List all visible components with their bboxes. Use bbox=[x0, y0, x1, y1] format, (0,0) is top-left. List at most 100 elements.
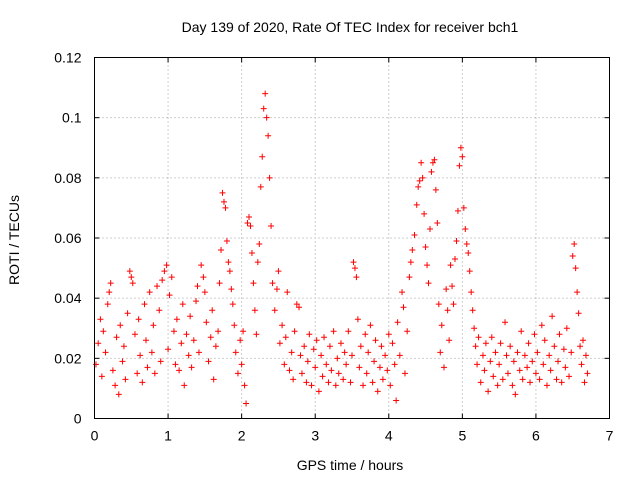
data-point bbox=[223, 238, 230, 245]
data-point bbox=[318, 352, 325, 359]
data-point bbox=[205, 358, 212, 365]
data-point bbox=[229, 301, 236, 308]
data-point bbox=[374, 388, 381, 395]
data-point bbox=[240, 328, 247, 335]
data-point bbox=[120, 343, 127, 350]
data-point bbox=[472, 343, 479, 350]
data-point bbox=[306, 331, 313, 338]
data-point bbox=[104, 301, 111, 308]
data-point bbox=[250, 280, 257, 287]
data-point bbox=[471, 325, 478, 332]
data-point bbox=[584, 370, 591, 377]
data-point bbox=[212, 343, 219, 350]
data-point bbox=[553, 376, 560, 383]
data-point bbox=[477, 379, 484, 386]
data-point bbox=[404, 328, 411, 335]
data-point bbox=[421, 210, 428, 217]
data-point bbox=[315, 388, 322, 395]
data-point bbox=[226, 268, 233, 275]
data-point bbox=[367, 322, 374, 329]
data-point bbox=[135, 316, 142, 323]
grid-lines bbox=[94, 57, 610, 419]
data-point bbox=[482, 340, 489, 347]
data-point bbox=[265, 132, 272, 139]
chart-title: Day 139 of 2020, Rate Of TEC Index for r… bbox=[182, 19, 519, 35]
data-point bbox=[340, 376, 347, 383]
data-point bbox=[376, 364, 383, 371]
data-point bbox=[463, 241, 470, 248]
data-point bbox=[502, 319, 509, 326]
data-point bbox=[429, 159, 436, 166]
x-axis-ticks: 0 1 2 3 4 5 6 7 bbox=[91, 57, 614, 444]
data-point bbox=[399, 289, 406, 296]
data-point bbox=[490, 373, 497, 380]
data-point bbox=[141, 301, 148, 308]
data-point bbox=[332, 382, 339, 389]
data-point bbox=[510, 358, 517, 365]
data-point bbox=[163, 262, 170, 269]
data-point bbox=[301, 343, 308, 350]
data-point bbox=[246, 213, 252, 220]
data-point bbox=[350, 259, 357, 266]
data-point bbox=[134, 370, 141, 377]
data-point bbox=[534, 349, 541, 356]
data-point bbox=[319, 373, 326, 380]
data-point bbox=[438, 322, 445, 329]
data-point bbox=[382, 352, 389, 359]
data-point bbox=[172, 361, 179, 368]
data-point bbox=[193, 298, 200, 305]
data-point bbox=[334, 355, 341, 362]
data-point bbox=[440, 364, 447, 371]
data-point bbox=[215, 328, 222, 335]
data-point bbox=[228, 286, 235, 293]
data-point bbox=[128, 274, 135, 281]
data-point bbox=[431, 156, 438, 163]
data-point bbox=[446, 337, 453, 344]
data-point bbox=[161, 268, 168, 275]
data-point bbox=[509, 382, 516, 389]
data-point bbox=[563, 325, 570, 332]
data-point bbox=[244, 219, 251, 226]
data-point bbox=[580, 337, 587, 344]
data-point bbox=[257, 183, 264, 190]
data-point bbox=[516, 367, 523, 374]
x-tick-label: 6 bbox=[532, 428, 540, 444]
data-point bbox=[385, 331, 392, 338]
data-point bbox=[293, 301, 300, 308]
data-point bbox=[119, 358, 126, 365]
data-point bbox=[568, 349, 575, 356]
data-point bbox=[308, 382, 315, 389]
data-point bbox=[201, 289, 208, 296]
data-point bbox=[409, 247, 416, 254]
data-point bbox=[529, 358, 536, 365]
data-point bbox=[200, 274, 207, 281]
data-point bbox=[393, 397, 400, 404]
y-tick-label: 0.04 bbox=[54, 290, 81, 306]
data-point bbox=[401, 370, 408, 377]
y-tick-label: 0.06 bbox=[54, 230, 81, 246]
x-tick-label: 2 bbox=[238, 428, 246, 444]
data-point bbox=[496, 361, 503, 368]
data-point bbox=[122, 376, 129, 383]
data-point bbox=[281, 361, 288, 368]
data-point bbox=[572, 265, 579, 272]
data-point bbox=[479, 352, 486, 359]
y-axis-label: ROTI / TECUs bbox=[6, 195, 22, 285]
data-point bbox=[538, 322, 545, 329]
data-point bbox=[425, 280, 432, 287]
data-point bbox=[291, 328, 298, 335]
data-point bbox=[231, 322, 238, 329]
data-point bbox=[148, 349, 155, 356]
data-point bbox=[372, 337, 379, 344]
data-point bbox=[432, 186, 439, 193]
data-point bbox=[150, 322, 157, 329]
data-point bbox=[222, 204, 229, 211]
data-point bbox=[328, 367, 335, 374]
data-point bbox=[198, 262, 205, 269]
data-point bbox=[168, 274, 175, 281]
data-point bbox=[279, 322, 286, 329]
data-point bbox=[262, 90, 269, 97]
data-point bbox=[210, 376, 217, 383]
data-point bbox=[360, 382, 367, 389]
data-point bbox=[499, 376, 506, 383]
